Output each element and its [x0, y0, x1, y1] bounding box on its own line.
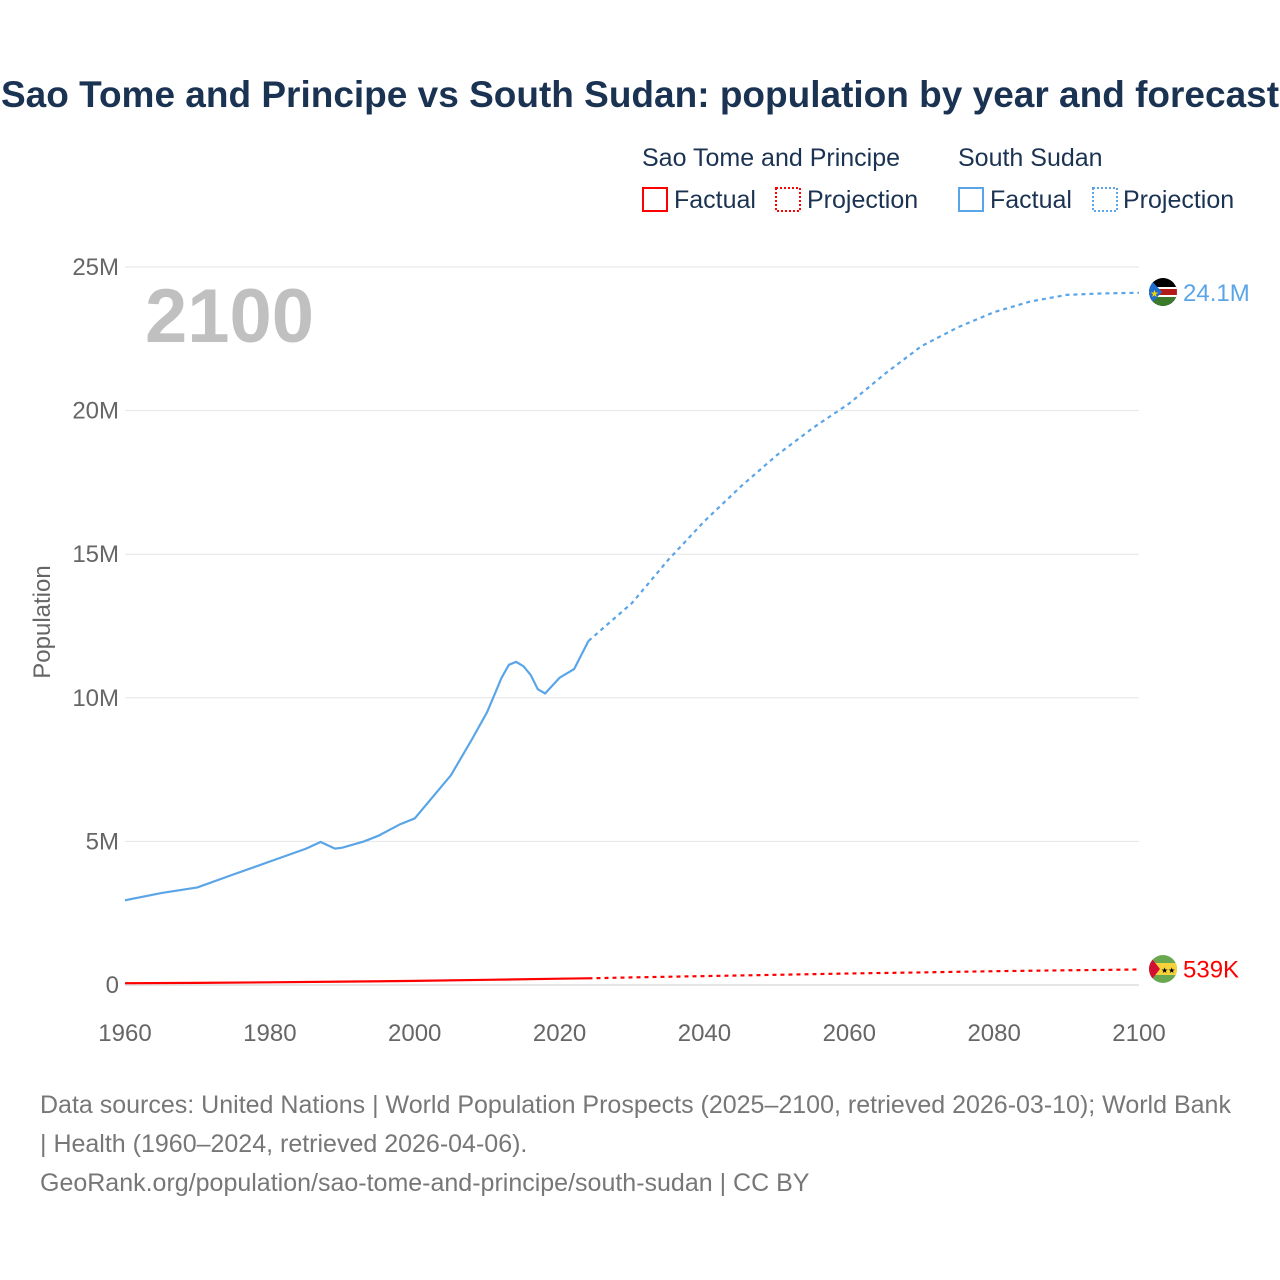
y-tick-label: 15M — [72, 541, 119, 568]
x-tick-label: 2060 — [823, 1020, 876, 1047]
south-sudan-flag-icon: ★ — [1149, 278, 1177, 306]
sao-tome-flag-icon: ★★ — [1149, 955, 1177, 983]
data-sources: Data sources: United Nations | World Pop… — [40, 1086, 1240, 1203]
svg-text:★★: ★★ — [1161, 966, 1175, 975]
year-watermark: 2100 — [145, 274, 314, 359]
legend-group-title: South Sudan — [958, 144, 1103, 172]
source-text: Data sources: United Nations | World Pop… — [40, 1091, 1231, 1158]
x-tick-label: 2020 — [533, 1020, 586, 1047]
legend-group-title: Sao Tome and Principe — [642, 144, 900, 172]
legend-swatch-projection — [775, 187, 801, 212]
x-tick-label: 2000 — [388, 1020, 441, 1047]
legend-label[interactable]: Factual — [990, 186, 1072, 214]
legend-swatch-projection — [1092, 187, 1118, 212]
y-tick-label: 5M — [86, 828, 119, 855]
y-tick-label: 25M — [72, 254, 119, 281]
y-tick-label: 0 — [106, 972, 119, 999]
y-tick-label: 10M — [72, 685, 119, 712]
x-tick-label: 2100 — [1112, 1020, 1165, 1047]
y-axis-label: Population — [29, 565, 56, 678]
sao-tome-and-principe-projection-line — [588, 968, 1140, 980]
south-sudan-end-label: 24.1M — [1183, 280, 1250, 307]
south-sudan-factual-line — [124, 640, 590, 902]
legend-label[interactable]: Factual — [674, 186, 756, 214]
chart-title: Sao Tome and Principe vs South Sudan: po… — [0, 74, 1280, 115]
legend: Sao Tome and Principe Factual Projection… — [642, 144, 1234, 214]
x-tick-label: 2040 — [678, 1020, 731, 1047]
x-tick-label: 2080 — [967, 1020, 1020, 1047]
source-link[interactable]: GeoRank.org/population/sao-tome-and-prin… — [40, 1169, 810, 1197]
legend-label[interactable]: Projection — [807, 186, 918, 214]
y-tick-label: 20M — [72, 398, 119, 425]
x-tick-label: 1980 — [243, 1020, 296, 1047]
legend-swatch-factual — [958, 187, 984, 212]
svg-text:★: ★ — [1150, 289, 1159, 300]
legend-swatch-factual — [642, 187, 668, 212]
legend-label[interactable]: Projection — [1123, 186, 1234, 214]
south-sudan-projection-line — [587, 291, 1140, 642]
sao-tome-and-principe-factual-line — [124, 977, 589, 985]
x-tick-label: 1960 — [98, 1020, 151, 1047]
sao-tome-and-principe-end-label: 539K — [1183, 957, 1239, 984]
